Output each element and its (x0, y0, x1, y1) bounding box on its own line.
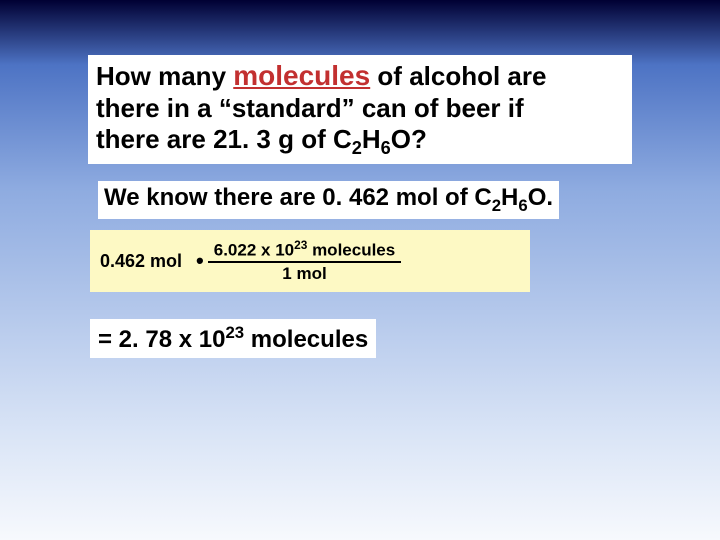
known-sub2: 6 (518, 196, 527, 215)
result-post: molecules (244, 326, 368, 353)
result-pre: = 2. 78 x 10 (98, 326, 225, 353)
calc-numerator: 6.022 x 1023 molecules (208, 238, 401, 264)
formula-mid1: H (362, 124, 381, 154)
known-pre: We know there are 0. 462 mol of C (104, 184, 492, 211)
calc-denominator: 1 mol (282, 263, 326, 284)
calc-fraction: 6.022 x 1023 molecules 1 mol (208, 238, 401, 285)
result-sup: 23 (225, 323, 244, 342)
known-statement: We know there are 0. 462 mol of C2H6O. (98, 181, 559, 219)
question-box: How many molecules of alcohol are there … (88, 55, 632, 164)
question-pre: How many (96, 61, 233, 91)
formula-sub2: 6 (381, 138, 391, 158)
num-post: molecules (307, 240, 395, 259)
result-box: = 2. 78 x 1023 molecules (90, 319, 376, 358)
calc-left-value: 0.462 mol (100, 251, 182, 272)
known-mid1: H (501, 184, 518, 211)
calc-operator: • (196, 248, 204, 274)
num-pre: 6.022 x 10 (214, 240, 294, 259)
num-sup: 23 (294, 238, 307, 252)
question-line3-pre: there are 21. 3 g of C (96, 124, 352, 154)
question-post1: of alcohol are (370, 61, 546, 91)
calculation-box: 0.462 mol • 6.022 x 1023 molecules 1 mol (90, 230, 530, 292)
formula-mid2: O? (391, 124, 427, 154)
formula-sub1: 2 (352, 138, 362, 158)
known-sub1: 2 (492, 196, 501, 215)
question-emphasis: molecules (233, 60, 370, 91)
known-mid2: O. (528, 184, 553, 211)
question-line2: there in a “standard” can of beer if (96, 93, 524, 123)
